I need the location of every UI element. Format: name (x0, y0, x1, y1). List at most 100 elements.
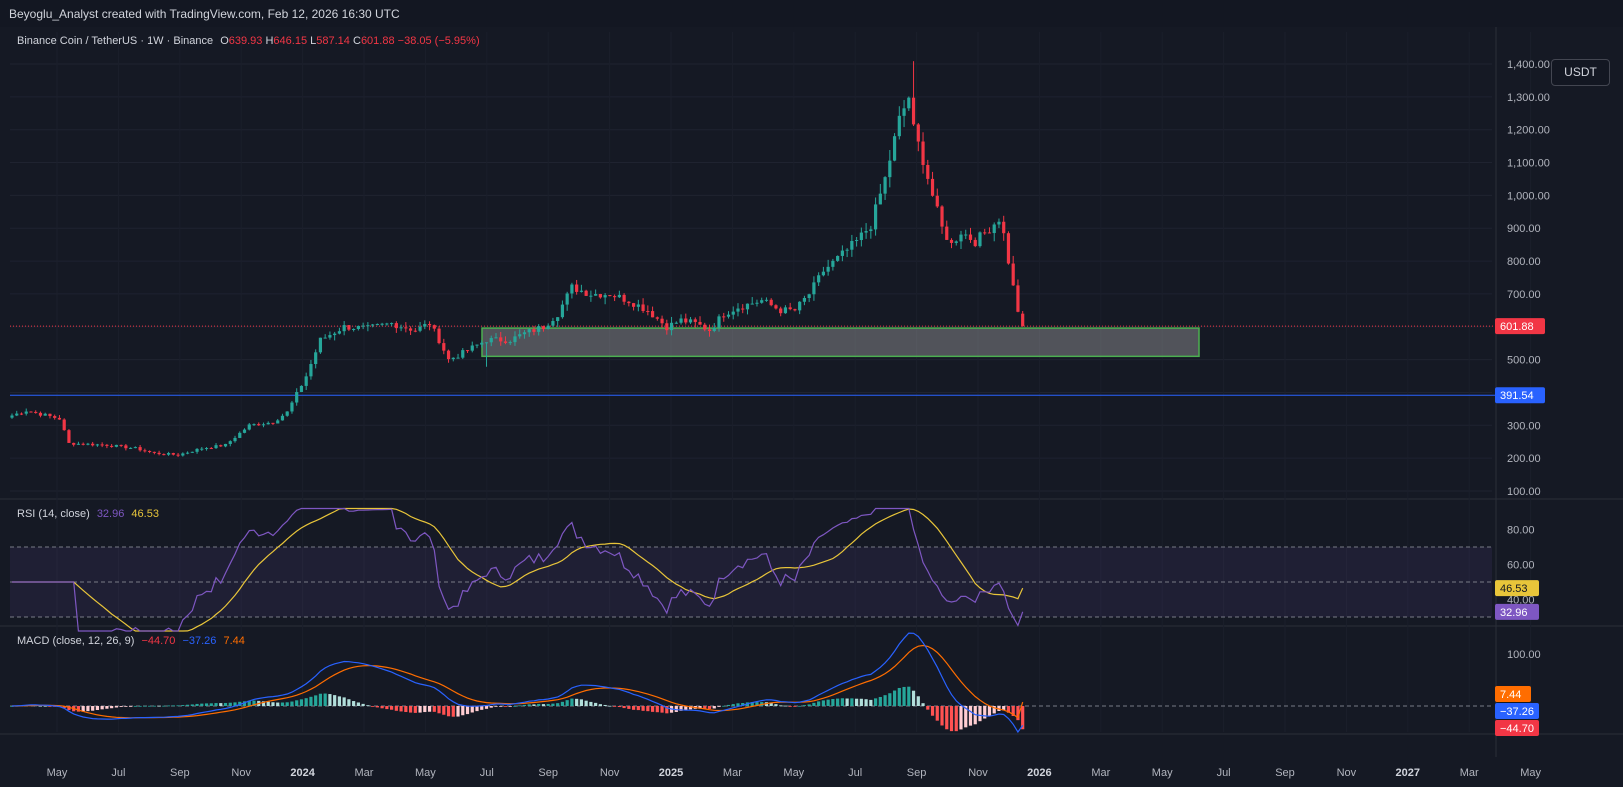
candle-body[interactable] (541, 326, 546, 330)
candle-body[interactable] (223, 443, 228, 447)
candle-body[interactable] (252, 424, 256, 426)
candle-body[interactable] (850, 240, 854, 250)
candle-body[interactable] (992, 224, 996, 234)
candle-body[interactable] (508, 342, 512, 344)
candle-body[interactable] (342, 325, 346, 332)
candle-body[interactable] (987, 232, 992, 234)
candle-body[interactable] (465, 350, 470, 352)
candle-body[interactable] (24, 411, 28, 414)
candle-body[interactable] (238, 432, 242, 438)
candle-body[interactable] (669, 322, 674, 331)
support-zone-rectangle[interactable] (481, 327, 1200, 358)
candle-body[interactable] (290, 402, 294, 412)
candle-body[interactable] (859, 232, 863, 241)
candle-body[interactable] (551, 321, 555, 326)
candle-body[interactable] (954, 241, 958, 243)
candle-body[interactable] (266, 422, 270, 425)
candle-body[interactable] (1002, 221, 1006, 234)
candle-body[interactable] (769, 299, 773, 306)
candle-body[interactable] (712, 327, 716, 332)
candle-body[interactable] (513, 336, 517, 343)
candle-body[interactable] (807, 294, 811, 298)
candle-body[interactable] (617, 294, 621, 298)
candle-body[interactable] (921, 141, 925, 165)
candle-body[interactable] (475, 344, 479, 346)
candle-body[interactable] (309, 364, 313, 377)
candle-body[interactable] (375, 323, 379, 325)
candle-body[interactable] (688, 319, 693, 323)
candle-body[interactable] (43, 413, 47, 416)
candle-body[interactable] (48, 413, 52, 417)
candle-body[interactable] (228, 441, 232, 444)
candle-body[interactable] (930, 178, 935, 196)
candle-body[interactable] (148, 450, 152, 452)
candle-body[interactable] (333, 333, 337, 336)
candle-body[interactable] (878, 193, 882, 205)
candle-body[interactable] (812, 282, 816, 295)
candle-body[interactable] (821, 271, 825, 276)
candle-body[interactable] (684, 318, 688, 323)
candle-body[interactable] (892, 136, 897, 161)
candle-body[interactable] (361, 325, 365, 327)
candle-body[interactable] (698, 321, 702, 325)
candle-body[interactable] (57, 417, 62, 420)
candle-body[interactable] (404, 327, 408, 329)
candle-body[interactable] (911, 97, 916, 125)
candle-body[interactable] (532, 329, 536, 332)
candle-body[interactable] (110, 445, 114, 447)
candle-body[interactable] (171, 453, 175, 455)
candle-body[interactable] (888, 160, 892, 178)
candle-body[interactable] (423, 324, 427, 327)
candle-body[interactable] (978, 232, 982, 247)
candle-body[interactable] (484, 342, 489, 344)
candle-body[interactable] (864, 231, 868, 233)
candle-body[interactable] (214, 445, 218, 449)
candle-body[interactable] (774, 305, 778, 309)
candle-body[interactable] (280, 415, 285, 421)
candle-body[interactable] (209, 448, 213, 450)
candle-body[interactable] (755, 302, 759, 304)
candle-body[interactable] (594, 294, 598, 296)
symbol-name[interactable]: Binance Coin / TetherUS (17, 35, 138, 47)
candle-body[interactable] (385, 323, 389, 325)
candle-body[interactable] (10, 415, 14, 418)
candle-body[interactable] (152, 451, 156, 453)
candle-body[interactable] (499, 337, 503, 342)
candle-body[interactable] (347, 325, 351, 330)
candle-body[interactable] (34, 411, 38, 413)
candle-body[interactable] (91, 443, 95, 446)
candle-body[interactable] (271, 422, 275, 424)
candle-body[interactable] (935, 195, 939, 207)
candle-body[interactable] (902, 108, 906, 116)
candle-body[interactable] (314, 352, 318, 365)
candle-body[interactable] (722, 316, 726, 318)
candle-body[interactable] (575, 284, 579, 292)
candle-body[interactable] (446, 350, 451, 360)
candle-body[interactable] (356, 325, 360, 330)
candle-body[interactable] (802, 297, 807, 302)
candle-body[interactable] (731, 311, 735, 315)
candle-body[interactable] (233, 437, 237, 442)
candle-body[interactable] (72, 442, 76, 445)
candle-body[interactable] (81, 443, 85, 445)
candle-body[interactable] (745, 303, 750, 310)
candle-body[interactable] (883, 177, 887, 194)
candle-body[interactable] (655, 317, 659, 319)
candle-body[interactable] (114, 444, 118, 447)
candle-body[interactable] (788, 307, 792, 310)
candle-body[interactable] (726, 314, 731, 317)
candle-body[interactable] (427, 324, 432, 326)
candle-body[interactable] (166, 453, 171, 455)
currency-button[interactable]: USDT (1551, 59, 1610, 86)
candle-body[interactable] (67, 430, 71, 443)
candle-body[interactable] (503, 341, 508, 343)
candle-body[interactable] (897, 115, 901, 137)
candle-body[interactable] (736, 308, 740, 312)
candle-body[interactable] (1016, 285, 1020, 312)
candle-body[interactable] (537, 326, 541, 332)
candle-body[interactable] (95, 444, 100, 446)
candle-body[interactable] (352, 329, 356, 331)
candle-body[interactable] (584, 290, 588, 296)
candle-body[interactable] (760, 300, 764, 303)
chart-area[interactable]: May Jul Sep Nov 2024 Mar May Jul Sep Nov 2025 Mar Ma… (0, 27, 1623, 787)
